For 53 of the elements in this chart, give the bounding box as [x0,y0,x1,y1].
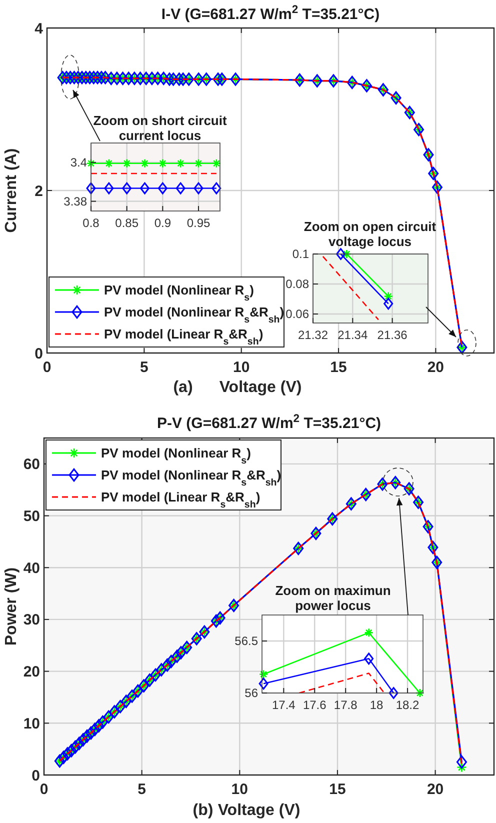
y-tick-label: 3.38 [64,194,88,208]
y-tick-label: 0.08 [286,277,310,292]
x-tick-label: 0.8 [82,216,100,230]
y-axis-title: Current (A) [3,148,20,233]
chart-title: Zoom on short circuit current locus [93,113,228,143]
x-tick-label: 21.36 [377,328,408,342]
y-tick-label: 56.5 [234,634,258,648]
y-tick-label: 56 [244,686,258,700]
x-tick-label: 0.95 [186,216,210,230]
x-tick-label: 15 [329,781,346,798]
y-tick-label: 10 [23,715,40,732]
y-axis-title: Power (W) [3,567,20,646]
x-tick-label: 10 [231,781,248,798]
y-tick-label: 0 [34,345,43,362]
x-tick-label: 20 [426,781,444,798]
text: (a) [173,379,193,396]
legend-label: PV model (Linear R$_{s}$&R$_{sh}$) [101,490,260,510]
x-tick-label: 0.85 [115,216,139,230]
y-tick-label: 0.06 [286,307,310,322]
x-tick-label: 17.8 [334,698,358,712]
legend-label: PV model (Nonlinear R$_{s}$) [101,446,251,466]
x-tick-label: 21.32 [298,328,328,342]
x-tick-label: 17.4 [272,698,296,712]
x-tick-label: 0.9 [154,216,172,230]
legend-label: PV model (Nonlinear R$_{s}$&R$_{sh}$) [101,468,282,488]
y-tick-label: 40 [23,560,40,577]
x-tick-label: 20 [427,359,444,376]
chart-title: I-V (G=681.27 W/m$^{2}$ T=35.21°C) [161,4,380,23]
x-tick-label: 21.34 [338,328,368,342]
legend-label: PV model (Nonlinear R$_{s}$) [104,282,254,304]
chart-title: Zoom on maximun power locus [275,583,391,613]
chart-title: P-V (G=681.27 W/m$^{2}$ T=35.21°C) [156,413,382,432]
y-tick-label: 0 [32,767,40,784]
y-tick-label: 3.4 [70,156,88,170]
y-tick-label: 20 [23,664,40,681]
x-tick-label: 5 [138,781,146,798]
y-tick-label: 50 [23,508,40,526]
x-tick-label: 18 [370,698,384,712]
legend-label: PV model (Nonlinear R$_{s}$&R$_{sh}$) [104,304,284,326]
y-tick-label: 30 [23,612,40,629]
y-tick-label: 0.1 [292,247,310,262]
chart-title: Zoom on open circuit voltage locus [304,219,437,249]
x-tick-label: 18.2 [396,698,420,712]
x-tick-label: 5 [140,359,148,376]
y-tick-label: 2 [34,182,43,200]
text: (b) [192,802,214,819]
x-axis-title: Voltage (V) [218,802,300,819]
y-tick-label: 4 [34,20,44,38]
x-tick-label: 15 [330,359,347,376]
x-axis-title: Voltage (V) [219,379,302,396]
x-tick-label: 17.6 [302,698,327,712]
y-tick-label: 60 [23,456,40,474]
legend-label: PV model (Linear R$_{s}$&R$_{sh}$) [104,326,264,348]
